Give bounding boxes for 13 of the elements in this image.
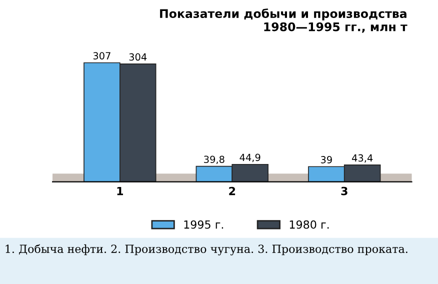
data-label: 44,9 (240, 154, 260, 162)
text: 1. Добыча нефти. 2. Производство чугуна. 3. Производство проката. (6, 244, 408, 256)
x-tick-label: 1 (117, 186, 124, 196)
x-tick-label: 2 (229, 186, 236, 196)
data-label: 39 (320, 156, 332, 164)
chart-title: Показатели добычи и производства 1980—1995 гг., млн т (160, 8, 408, 33)
x-tick-label: 3 (341, 186, 348, 196)
data-label: 304 (129, 53, 147, 61)
legend-label: 1995 г. (184, 220, 224, 229)
data-label: 43,4 (352, 154, 373, 163)
data-label: 307 (93, 52, 110, 60)
legend-label: 1980 г. (290, 220, 329, 229)
data-label: 39,8 (204, 156, 224, 164)
